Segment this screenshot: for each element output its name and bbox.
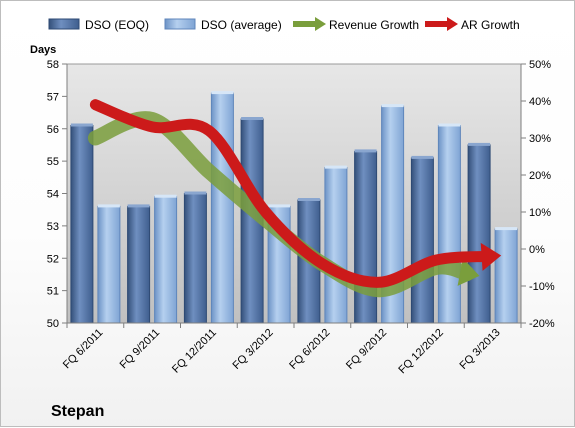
y-axis-ticks: 50 51 52 53 54 55 56 57 58 — [47, 59, 67, 330]
bar-cap — [354, 149, 377, 153]
x-tick-label: FQ 9/2012 — [344, 327, 389, 372]
y-tick-label: 55 — [47, 156, 59, 168]
x-tick-label: FQ 3/2013 — [458, 327, 503, 372]
legend-swatch-arrow — [315, 17, 326, 31]
bar-dso-average — [210, 92, 234, 324]
x-tick-label: FQ 12/2012 — [396, 327, 446, 377]
bar-cap — [381, 104, 404, 108]
legend-swatch-dso-average — [164, 18, 196, 30]
legend-label: AR Growth — [461, 18, 520, 32]
y2-tick-label: -10% — [529, 281, 555, 293]
bar-cap — [241, 117, 264, 120]
x-tick-label: FQ 3/2012 — [231, 327, 276, 372]
bar-cap — [154, 194, 177, 198]
x-tick-label: FQ 6/2011 — [61, 327, 106, 372]
ar-growth-arrowhead — [480, 242, 502, 271]
y2-axis-ticks: -20% -10% 0% 10% 20% 30% 40% 50% — [521, 59, 555, 330]
bar-cap — [411, 155, 434, 159]
chart-legend: DSO (EOQ) DSO (average) Revenue Growth AR G… — [48, 17, 520, 32]
bar-cap — [127, 204, 150, 208]
bar-cap — [70, 123, 93, 127]
bar-dso-eoq — [467, 144, 491, 324]
legend-label: DSO (EOQ) — [85, 18, 149, 32]
bar-dso-average — [154, 196, 178, 324]
y-tick-label: 51 — [47, 286, 59, 298]
y2-tick-label: 50% — [529, 59, 551, 71]
bar-dso-eoq — [410, 157, 434, 324]
x-tick-label: FQ 6/2012 — [287, 327, 332, 372]
x-axis-ticks: FQ 6/2011 FQ 9/2011 FQ 12/2011 FQ 3/2012 FQ … — [61, 323, 522, 377]
y-tick-label: 52 — [47, 253, 59, 265]
legend-swatch-arrow — [447, 17, 458, 31]
bar-dso-eoq — [183, 193, 207, 324]
y2-tick-label: 10% — [529, 207, 551, 219]
bar-dso-eoq — [70, 125, 94, 324]
x-tick-label: FQ 12/2011 — [170, 327, 219, 376]
y-tick-label: 56 — [47, 124, 59, 136]
bar-cap — [268, 204, 291, 208]
legend-swatch-dso-eoq — [48, 18, 80, 30]
y-tick-label: 58 — [47, 59, 59, 71]
bar-cap — [468, 142, 491, 146]
bar-cap — [97, 204, 120, 208]
bar-dso-average — [97, 205, 121, 324]
y-tick-label: 57 — [47, 91, 59, 103]
bar-cap — [324, 165, 347, 169]
y2-tick-label: 20% — [529, 170, 551, 182]
y2-tick-label: 0% — [529, 244, 545, 256]
bar-dso-average — [494, 228, 518, 324]
legend-label: Revenue Growth — [329, 18, 419, 32]
growth-lines — [87, 99, 502, 298]
bar-dso-average — [437, 125, 461, 324]
revenue-growth-arrowhead — [457, 258, 480, 286]
bar-cap — [297, 198, 320, 201]
bar-cap — [211, 91, 234, 95]
bar-dso-average — [324, 167, 348, 324]
y-tick-label: 53 — [47, 221, 59, 233]
legend-label: DSO (average) — [201, 18, 282, 32]
bar-dso-eoq — [354, 150, 378, 324]
bar-cap — [495, 227, 518, 231]
x-tick-label: FQ 9/2011 — [118, 327, 163, 372]
bar-dso-eoq — [127, 205, 151, 324]
bar-cap — [438, 123, 461, 127]
y2-tick-label: -20% — [529, 318, 555, 330]
y2-tick-label: 30% — [529, 133, 551, 145]
ar-growth-line — [89, 99, 495, 288]
company-name: Stepan — [51, 403, 104, 420]
y2-tick-label: 40% — [529, 96, 551, 108]
y-tick-label: 50 — [47, 318, 59, 330]
y-tick-label: 54 — [47, 189, 59, 201]
bar-cap — [184, 191, 207, 195]
y-axis-title: Days — [30, 44, 56, 56]
